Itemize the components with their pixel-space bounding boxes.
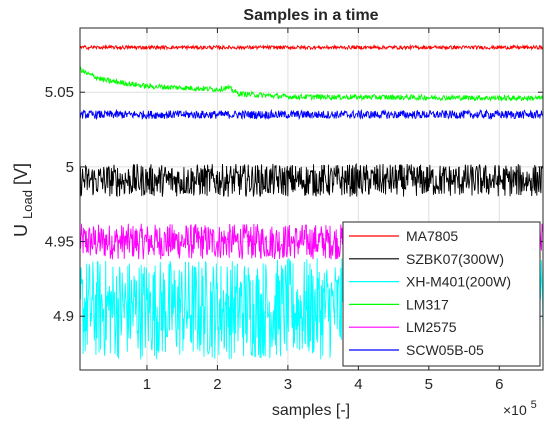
x-tick-label: 3 (284, 376, 292, 393)
y-tick-label: 4.9 (53, 308, 74, 325)
y-tick-label: 4.95 (45, 234, 74, 251)
x-tick-label: 2 (213, 376, 221, 393)
series-line-ma7805 (80, 43, 543, 51)
legend-label: LM2575 (406, 319, 457, 335)
legend-label: MA7805 (406, 228, 458, 244)
series-line-szbk07-300w- (80, 162, 543, 198)
series-line-scw05b-05 (80, 108, 543, 121)
x-tick-label: 1 (143, 376, 151, 393)
y-tick-label: 5.05 (45, 84, 74, 101)
x-tick-label: 6 (495, 376, 503, 393)
y-tick-label: 5 (66, 159, 74, 176)
x-exponent-base: ×10 (503, 402, 527, 418)
ticks: 1 2 3 4 5 6 4.9 4.95 5 5.05 (45, 28, 543, 393)
legend-box (342, 221, 541, 367)
y-axis-label: U Load [V] (11, 163, 36, 237)
legend: MA7805 SZBK07(300W) XH-M401(200W) LM317 LM25… (342, 221, 541, 367)
legend-label: SZBK07(300W) (406, 251, 504, 267)
legend-label: XH-M401(200W) (406, 274, 511, 290)
x-tick-label: 4 (354, 376, 362, 393)
x-axis-exponent: ×10 5 (503, 399, 537, 418)
y-label-sub: Load (20, 190, 35, 219)
plot-frame (79, 27, 544, 371)
x-tick-label: 5 (425, 376, 433, 393)
x-axis-label: samples [-] (272, 402, 350, 419)
legend-label: SCW05B-05 (406, 342, 484, 358)
y-label-main: U (11, 224, 31, 237)
series-line-lm317 (80, 65, 543, 103)
chart-title: Samples in a time (243, 7, 378, 24)
y-label-unit: [V] (11, 163, 31, 185)
legend-label: LM317 (406, 296, 449, 312)
x-exponent-power: 5 (531, 399, 537, 411)
